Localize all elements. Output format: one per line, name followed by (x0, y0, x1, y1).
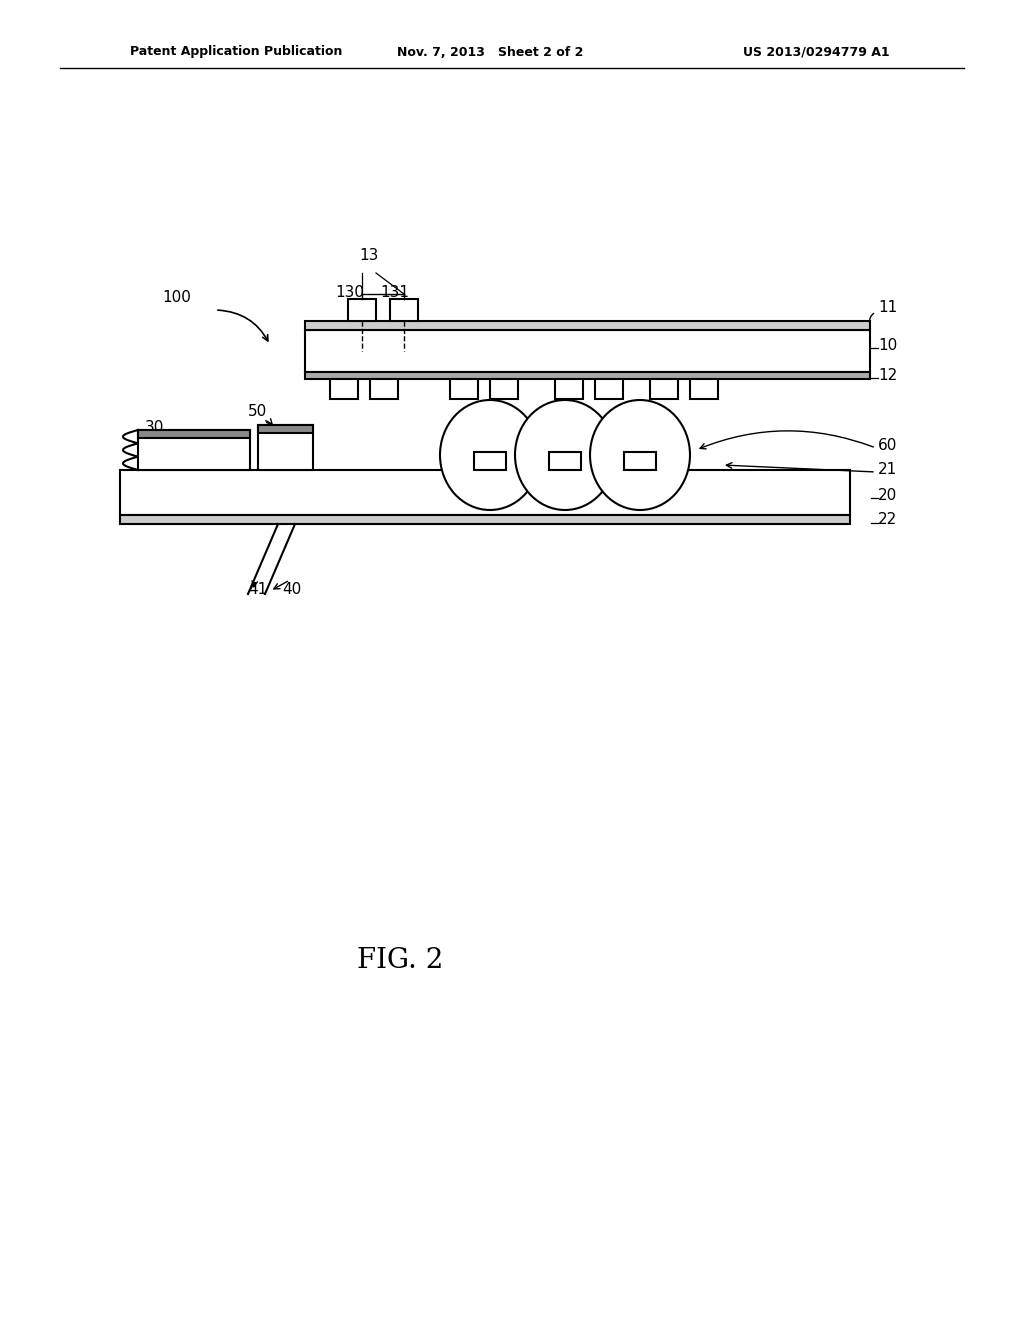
Bar (120, 470, 850, 515)
Bar (348, 300, 376, 321)
Bar (258, 425, 313, 433)
Bar (330, 379, 358, 399)
Text: 30: 30 (145, 421, 165, 436)
Bar (305, 321, 870, 330)
Bar (555, 379, 583, 399)
Bar (120, 515, 850, 524)
Text: US 2013/0294779 A1: US 2013/0294779 A1 (743, 45, 890, 58)
Bar (474, 451, 506, 470)
Text: 40: 40 (283, 582, 302, 597)
Bar (138, 430, 250, 438)
Text: 60: 60 (878, 437, 897, 453)
Text: 131: 131 (381, 285, 410, 300)
Bar (690, 379, 718, 399)
Text: 100: 100 (162, 290, 190, 305)
Text: 130: 130 (336, 285, 365, 300)
Text: 11: 11 (878, 301, 897, 315)
Bar (549, 451, 581, 470)
Bar (624, 451, 656, 470)
Bar (138, 430, 250, 470)
Bar (450, 379, 478, 399)
Text: 20: 20 (878, 487, 897, 503)
Bar (490, 379, 518, 399)
Text: Patent Application Publication: Patent Application Publication (130, 45, 342, 58)
Text: FIG. 2: FIG. 2 (356, 946, 443, 974)
Bar (305, 330, 870, 372)
Text: 22: 22 (878, 512, 897, 528)
Text: 41: 41 (249, 582, 267, 597)
Bar (305, 372, 870, 379)
Ellipse shape (590, 400, 690, 510)
Text: 10: 10 (878, 338, 897, 352)
Ellipse shape (440, 400, 540, 510)
Text: 12: 12 (878, 367, 897, 383)
Bar (650, 379, 678, 399)
Bar (390, 300, 418, 321)
Text: Nov. 7, 2013   Sheet 2 of 2: Nov. 7, 2013 Sheet 2 of 2 (397, 45, 584, 58)
Bar (370, 379, 398, 399)
Bar (258, 425, 313, 470)
Ellipse shape (515, 400, 615, 510)
Text: 21: 21 (878, 462, 897, 478)
Text: 13: 13 (359, 248, 379, 263)
Bar (595, 379, 623, 399)
Text: 50: 50 (248, 404, 267, 420)
